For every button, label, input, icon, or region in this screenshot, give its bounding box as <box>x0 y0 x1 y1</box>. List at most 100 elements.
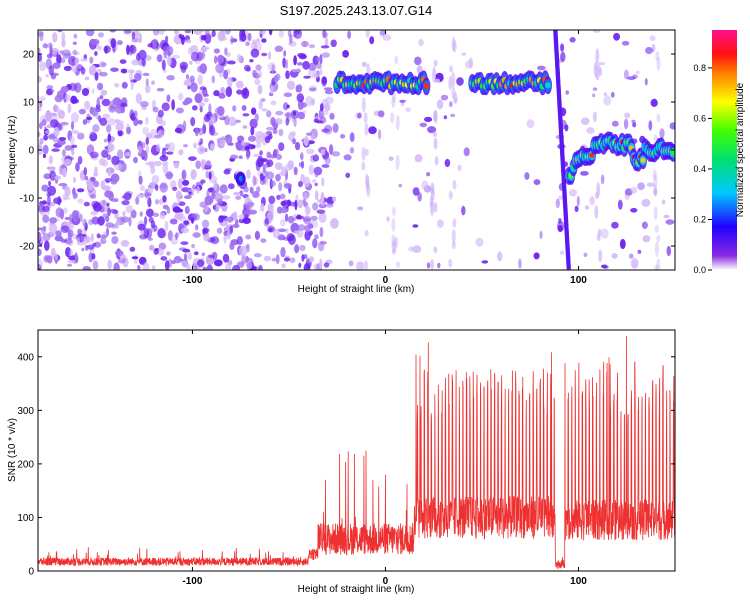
noise-speckle <box>54 252 59 260</box>
noise-speckle <box>218 215 224 223</box>
streak-blob <box>433 202 438 213</box>
noise-speckle <box>82 119 88 125</box>
noise-speckle <box>96 233 101 239</box>
noise-speckle <box>220 86 226 95</box>
noise-speckle <box>178 149 184 156</box>
streak-blob <box>392 247 397 255</box>
streak-blob <box>430 259 435 270</box>
noise-speckle <box>203 97 209 103</box>
noise-speckle <box>38 131 41 138</box>
noise-speckle <box>258 100 263 110</box>
noise-speckle <box>555 198 560 209</box>
noise-speckle <box>110 179 118 185</box>
noise-speckle <box>600 174 605 185</box>
noise-speckle <box>217 106 225 116</box>
noise-speckle <box>154 134 162 139</box>
noise-speckle <box>57 195 61 206</box>
noise-speckle <box>637 182 645 190</box>
noise-speckle <box>266 126 275 131</box>
noise-speckle <box>314 190 319 201</box>
streak-blob <box>392 237 397 253</box>
noise-speckle <box>610 91 615 98</box>
noise-speckle <box>84 175 89 181</box>
noise-speckle <box>174 214 183 219</box>
noise-speckle <box>188 156 197 162</box>
noise-speckle <box>102 159 109 167</box>
noise-speckle <box>613 32 621 41</box>
noise-speckle <box>114 250 124 257</box>
noise-speckle <box>378 129 382 140</box>
noise-speckle <box>368 126 377 135</box>
noise-speckle <box>94 72 99 81</box>
noise-speckle <box>129 109 135 120</box>
noise-speckle <box>193 251 199 256</box>
noise-speckle <box>238 246 248 257</box>
noise-speckle <box>421 180 429 190</box>
noise-speckle <box>408 246 415 252</box>
noise-speckle <box>440 94 449 101</box>
noise-speckle <box>83 167 88 176</box>
noise-speckle <box>111 155 120 166</box>
noise-speckle <box>297 111 306 120</box>
noise-speckle <box>99 234 108 239</box>
noise-speckle <box>123 193 131 202</box>
noise-speckle <box>222 253 230 263</box>
noise-speckle <box>104 45 108 54</box>
noise-speckle <box>603 95 612 106</box>
noise-speckle <box>233 211 238 221</box>
band-core <box>545 82 551 89</box>
snr-x-axis-label: Height of straight line (km) <box>298 584 415 595</box>
noise-speckle <box>417 192 423 202</box>
noise-speckle <box>318 212 327 224</box>
noise-speckle <box>153 160 162 167</box>
noise-speckle <box>54 94 63 103</box>
noise-speckle <box>192 267 196 270</box>
snr-frame <box>37 329 676 572</box>
streak-blob <box>391 218 396 232</box>
noise-speckle <box>568 189 578 197</box>
noise-speckle <box>261 52 268 57</box>
noise-speckle <box>41 184 49 192</box>
noise-speckle <box>167 142 175 153</box>
y-tick-label: 300 <box>17 406 34 417</box>
noise-speckle <box>280 246 286 258</box>
noise-speckle <box>580 171 589 176</box>
noise-speckle <box>361 61 367 68</box>
noise-speckle <box>293 30 302 39</box>
noise-speckle <box>218 93 226 99</box>
streak-blob <box>390 112 395 124</box>
y-tick-label: -20 <box>20 242 35 253</box>
y-tick-label: 400 <box>17 352 34 363</box>
colorbar-ticks: 0.0 0.2 0.4 0.6 0.8 <box>693 63 712 275</box>
noise-speckle <box>246 169 251 180</box>
noise-speckle <box>92 124 100 133</box>
noise-speckle <box>187 188 196 192</box>
noise-speckle <box>173 161 180 169</box>
noise-speckle <box>653 188 658 196</box>
noise-speckle <box>273 148 279 156</box>
noise-speckle <box>181 187 190 193</box>
noise-speckle <box>329 144 334 155</box>
noise-speckle <box>105 222 115 229</box>
noise-speckle <box>41 200 47 205</box>
noise-speckle <box>48 42 53 49</box>
noise-speckle <box>138 175 143 185</box>
noise-speckle <box>151 174 160 184</box>
noise-speckle <box>296 62 303 66</box>
noise-speckle <box>268 227 273 233</box>
noise-speckle <box>252 69 258 78</box>
noise-speckle <box>267 62 276 71</box>
noise-speckle <box>261 108 268 112</box>
noise-speckle <box>76 237 80 245</box>
noise-speckle <box>533 252 540 260</box>
noise-speckle <box>286 199 292 207</box>
noise-speckle <box>60 121 69 126</box>
noise-speckle <box>244 214 249 221</box>
noise-speckle <box>268 133 273 140</box>
noise-speckle <box>349 132 355 143</box>
noise-speckle <box>51 148 60 152</box>
noise-speckle <box>598 62 606 66</box>
noise-speckle <box>308 256 315 263</box>
noise-speckle <box>213 90 220 97</box>
noise-speckle <box>50 247 56 259</box>
